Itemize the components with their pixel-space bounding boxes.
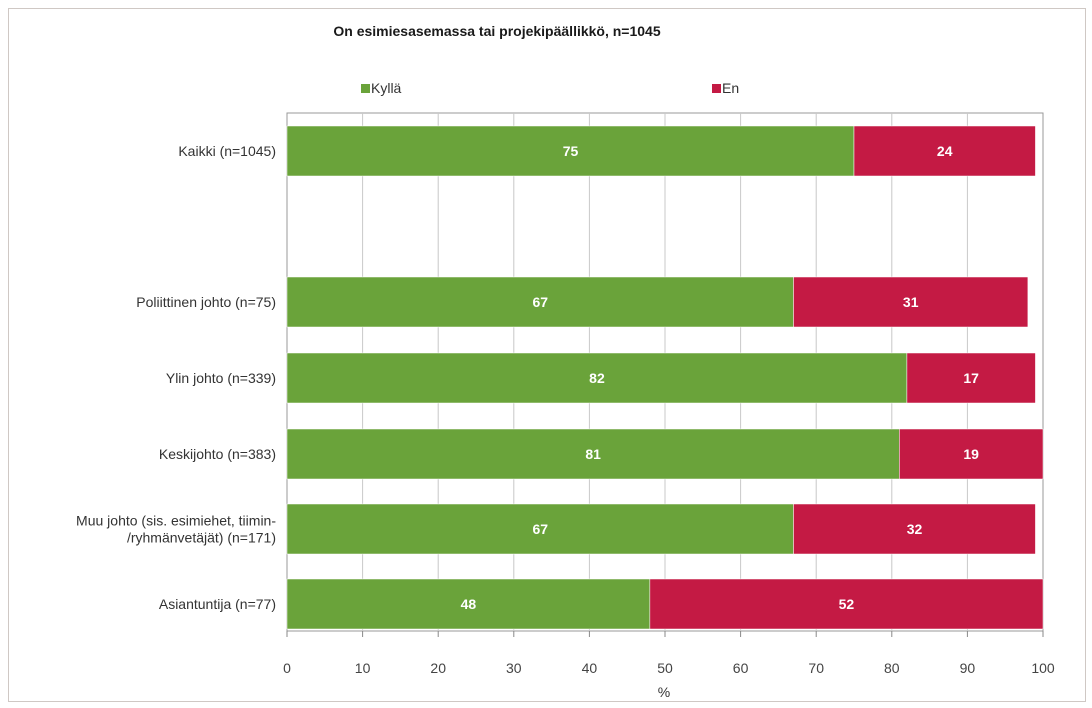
bar-label-0-Kyllä: 75 — [563, 143, 579, 159]
x-tick-label-30: 30 — [506, 660, 522, 676]
x-tick-label-10: 10 — [355, 660, 371, 676]
x-tick-label-50: 50 — [657, 660, 673, 676]
x-tick-label-70: 70 — [808, 660, 824, 676]
x-tick-label-90: 90 — [960, 660, 976, 676]
legend-swatch-1 — [712, 84, 721, 93]
legend-label-0: Kyllä — [371, 80, 402, 96]
bar-label-3-En: 17 — [963, 370, 979, 386]
bar-3-Kyllä — [286, 352, 908, 404]
bar-5-Kyllä — [286, 503, 794, 555]
bar-label-5-Kyllä: 67 — [532, 521, 548, 537]
bar-3-En — [906, 352, 1036, 404]
bar-2-En — [793, 276, 1029, 328]
x-tick-label-80: 80 — [884, 660, 900, 676]
bar-label-2-En: 31 — [903, 294, 919, 310]
text-layer: On esimiesasemassa tai projekipäällikkö,… — [76, 23, 1055, 700]
bar-label-6-En: 52 — [839, 596, 855, 612]
category-label-5-line-0: Muu johto (sis. esimiehet, tiimin- — [76, 513, 276, 529]
bar-4-Kyllä — [286, 428, 900, 480]
bar-label-5-En: 32 — [907, 521, 923, 537]
chart-title: On esimiesasemassa tai projekipäällikkö,… — [333, 23, 660, 39]
x-tick-label-0: 0 — [283, 660, 291, 676]
category-label-4: Keskijohto (n=383) — [159, 446, 276, 462]
bar-label-2-Kyllä: 67 — [532, 294, 548, 310]
bar-2-Kyllä — [286, 276, 794, 328]
x-tick-label-20: 20 — [430, 660, 446, 676]
x-tick-label-40: 40 — [582, 660, 598, 676]
bar-label-4-En: 19 — [963, 446, 979, 462]
category-label-0: Kaikki (n=1045) — [178, 143, 276, 159]
bar-4-En — [899, 428, 1044, 480]
legend-label-1: En — [722, 80, 739, 96]
bars — [286, 125, 1044, 630]
bar-label-6-Kyllä: 48 — [461, 596, 477, 612]
x-tick-label-100: 100 — [1031, 660, 1055, 676]
bar-5-En — [793, 503, 1036, 555]
bar-6-Kyllä — [286, 578, 651, 630]
bar-label-4-Kyllä: 81 — [585, 446, 601, 462]
x-tick-label-60: 60 — [733, 660, 749, 676]
bar-label-0-En: 24 — [937, 143, 953, 159]
bar-6-En — [649, 578, 1044, 630]
x-axis-title: % — [658, 684, 670, 700]
category-label-2: Poliittinen johto (n=75) — [136, 294, 276, 310]
category-label-5-line-1: /ryhmänvetäjät) (n=171) — [127, 530, 276, 546]
category-label-6: Asiantuntija (n=77) — [159, 596, 276, 612]
bar-label-3-Kyllä: 82 — [589, 370, 605, 386]
bar-0-Kyllä — [286, 125, 855, 177]
bar-0-En — [853, 125, 1036, 177]
category-label-3: Ylin johto (n=339) — [166, 370, 276, 386]
legend-swatch-0 — [361, 84, 370, 93]
